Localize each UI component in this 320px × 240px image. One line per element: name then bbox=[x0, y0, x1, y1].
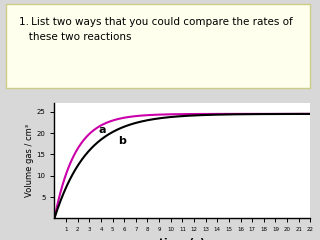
Y-axis label: Volume gas / cm³: Volume gas / cm³ bbox=[25, 124, 34, 197]
Text: a: a bbox=[99, 125, 106, 135]
Text: 1. List two ways that you could compare the rates of
   these two reactions: 1. List two ways that you could compare … bbox=[19, 17, 293, 42]
Text: b: b bbox=[118, 136, 126, 146]
X-axis label: time (s): time (s) bbox=[159, 238, 205, 240]
FancyBboxPatch shape bbox=[6, 4, 310, 88]
